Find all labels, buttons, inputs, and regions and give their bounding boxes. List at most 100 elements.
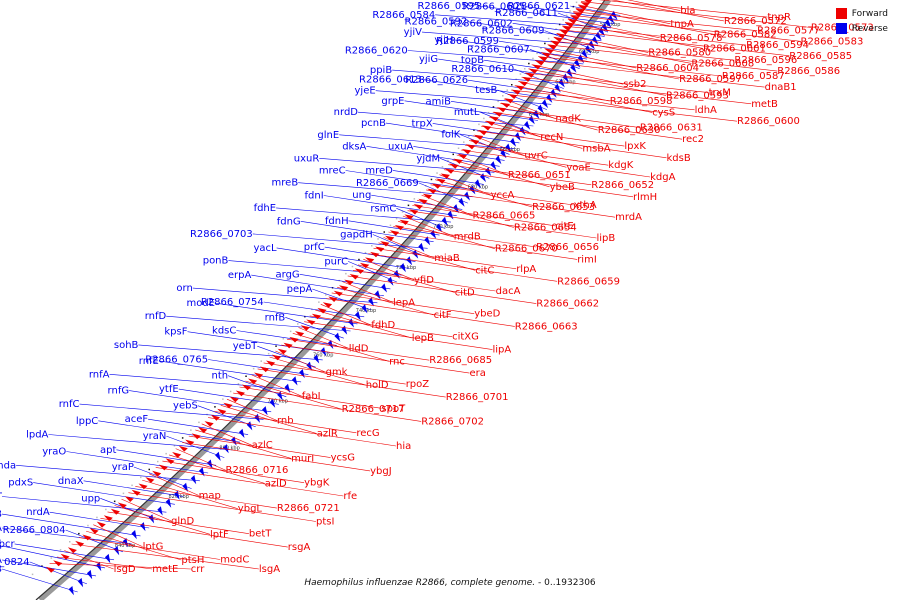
reverse-gene-leader	[529, 49, 580, 69]
forward-gene-marker	[413, 204, 423, 210]
reverse-gene-label: R2866_0626	[405, 75, 468, 86]
forward-gene-label: citC	[475, 265, 494, 276]
reverse-gene-leader	[83, 480, 184, 497]
forward-gene-leader	[507, 94, 738, 122]
forward-gene-label: mrdA	[615, 212, 642, 223]
reverse-gene-label: pepA	[287, 284, 313, 295]
reverse-gene-leader	[100, 498, 158, 521]
reverse-gene-marker	[313, 354, 320, 364]
track-dot	[358, 258, 360, 261]
forward-gene-leader	[142, 479, 238, 509]
forward-gene-leader	[421, 194, 473, 216]
forward-gene-leader	[368, 253, 558, 282]
forward-gene-leader	[378, 242, 476, 271]
forward-gene-label: lpxK	[624, 141, 646, 152]
forward-gene-leader	[565, 21, 704, 49]
reverse-gene-leader	[392, 170, 485, 185]
forward-gene-label: lipB	[597, 233, 616, 244]
reverse-gene-marker	[254, 413, 260, 423]
reverse-gene-label: argG	[276, 269, 300, 280]
forward-gene-marker	[300, 325, 310, 331]
track-dot	[304, 315, 306, 318]
forward-gene-label: R2866_0651	[508, 170, 571, 181]
forward-gene-label: glnD	[171, 516, 194, 527]
reverse-gene-label: tesB	[475, 85, 497, 96]
forward-gene-marker	[431, 183, 442, 189]
forward-gene-marker	[461, 149, 472, 155]
forward-gene-marker	[260, 366, 270, 373]
forward-gene-label: R2866_0587	[722, 71, 785, 82]
forward-gene-label: yccA	[491, 190, 515, 201]
reverse-gene-leader	[404, 100, 539, 121]
forward-gene-marker	[96, 521, 106, 528]
reverse-gene-leader	[138, 344, 323, 361]
track-dot	[105, 508, 107, 511]
forward-gene-marker	[306, 319, 316, 325]
forward-gene-leader	[155, 467, 344, 497]
reverse-gene-label: fdnI	[305, 191, 324, 202]
forward-gene-marker	[217, 408, 227, 415]
forward-gene-label: citXG	[452, 332, 479, 343]
reverse-gene-label: mutL	[454, 107, 480, 118]
forward-gene-label: fdhD	[371, 320, 395, 331]
forward-gene-marker	[138, 483, 148, 490]
track-dot	[181, 437, 184, 439]
reverse-gene-label: mreD	[365, 165, 393, 176]
reverse-gene-label: purC	[324, 256, 348, 267]
reverse-gene-leader	[285, 317, 344, 339]
forward-gene-label: metE	[152, 564, 178, 575]
track-dot	[502, 95, 504, 97]
forward-gene-label: hia	[396, 441, 411, 452]
reverse-gene-label: R2866_0602	[450, 18, 513, 29]
map-caption: Haemophilus influenzae R2866, complete g…	[0, 578, 900, 588]
reverse-gene-label: yjeE	[355, 86, 376, 97]
reverse-gene-label: nrdA	[26, 507, 50, 518]
reverse-gene-marker	[157, 506, 163, 516]
forward-gene-leader	[78, 537, 221, 560]
track-dot	[536, 52, 538, 55]
forward-gene-leader	[363, 258, 415, 281]
track-dot	[436, 172, 438, 174]
reverse-gene-label: orn	[176, 283, 192, 294]
forward-gene-leader	[182, 442, 371, 472]
forward-gene-leader	[214, 411, 357, 434]
forward-gene-label: ycsG	[331, 453, 355, 464]
forward-gene-leader	[531, 64, 624, 85]
reverse-gene-leader	[345, 170, 479, 191]
forward-gene-marker	[165, 458, 175, 465]
track-dot	[131, 484, 133, 487]
reverse-gene-label: dnaX	[58, 476, 84, 487]
forward-gene-leader	[175, 448, 226, 471]
forward-gene-label: R2866_0601	[703, 43, 766, 54]
scale-tick-label: 780 kbp	[268, 399, 288, 405]
scale-tick-label: 840 kbp	[115, 543, 135, 549]
track-dot	[430, 178, 433, 181]
reverse-gene-leader	[323, 195, 457, 216]
forward-gene-marker	[229, 396, 239, 403]
forward-gene-leader	[611, 0, 724, 22]
forward-gene-marker	[500, 102, 511, 108]
forward-gene-marker	[570, 15, 580, 21]
reverse-gene-marker	[306, 361, 313, 371]
reverse-gene-label: trpX	[411, 118, 432, 129]
reverse-gene-label: gapdH	[340, 230, 373, 241]
forward-gene-leader	[553, 36, 692, 64]
reverse-gene-label: uraA	[0, 523, 2, 534]
reverse-gene-marker	[577, 54, 585, 64]
forward-gene-label: R2866_0663	[515, 321, 578, 332]
reverse-gene-label: nth	[211, 371, 228, 382]
reverse-gene-marker	[277, 391, 283, 401]
forward-gene-label: lsgD	[114, 564, 136, 575]
reverse-gene-label: fdhE	[254, 203, 277, 214]
track-dot	[245, 375, 247, 377]
forward-gene-marker	[322, 302, 333, 308]
forward-gene-label: ssb2	[623, 79, 646, 90]
reverse-gene-leader	[192, 287, 378, 304]
reverse-gene-label: uxuA	[388, 141, 414, 152]
forward-gene-marker	[422, 193, 433, 199]
forward-gene-leader	[573, 11, 758, 31]
gene-markers	[1, 0, 811, 596]
forward-gene-leader	[342, 281, 394, 303]
reverse-gene-label: rnfG	[108, 386, 130, 397]
reverse-gene-leader	[116, 449, 217, 466]
